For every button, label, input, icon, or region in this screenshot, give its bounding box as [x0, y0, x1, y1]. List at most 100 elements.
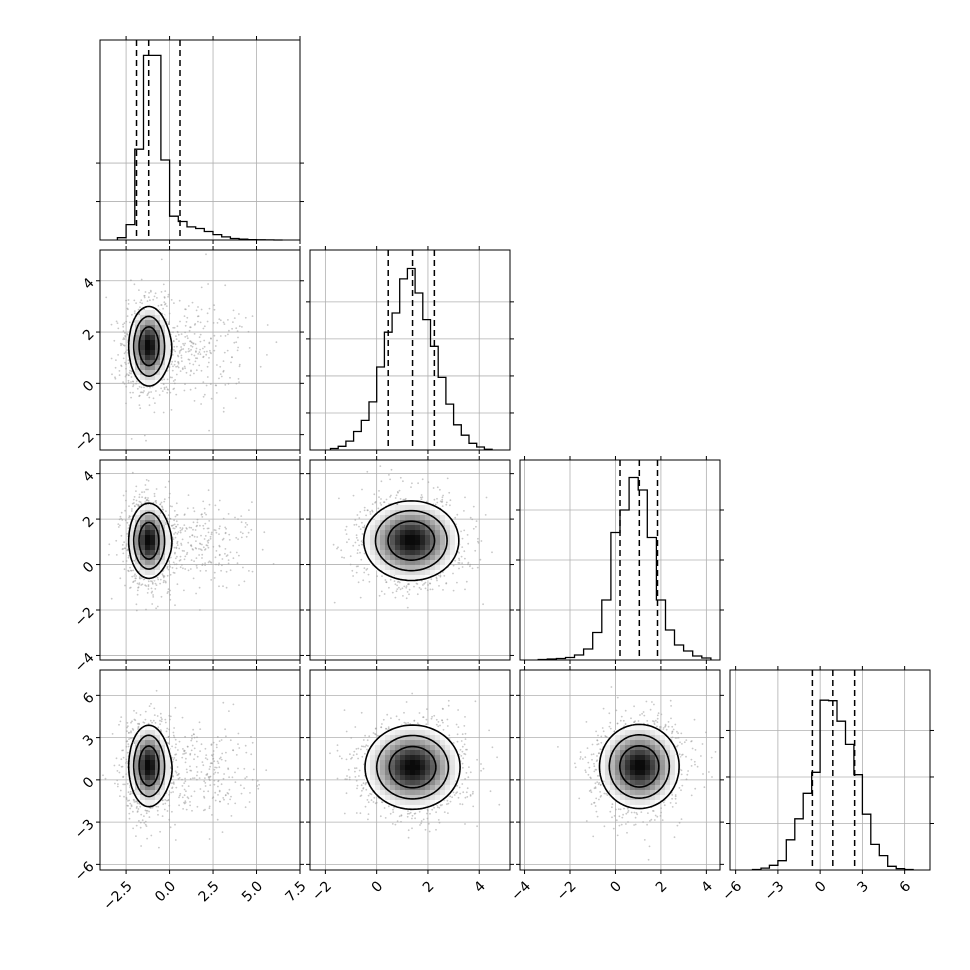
- scatter-point: [136, 387, 139, 390]
- scatter-point: [194, 343, 197, 346]
- density-cell: [155, 730, 161, 736]
- density-cell: [150, 375, 156, 381]
- density-cell: [135, 750, 141, 756]
- scatter-point: [192, 521, 195, 524]
- scatter-point: [173, 546, 176, 549]
- scatter-point: [129, 391, 132, 394]
- scatter-point: [221, 752, 224, 755]
- density-cell: [145, 540, 151, 546]
- density-cell: [150, 525, 156, 531]
- scatter-point: [218, 740, 221, 742]
- scatter-point: [157, 578, 160, 581]
- scatter-point: [160, 387, 163, 390]
- scatter-point: [210, 531, 213, 534]
- scatter-point: [215, 392, 218, 394]
- density-cell: [160, 535, 166, 541]
- scatter-point: [111, 733, 114, 735]
- scatter-point: [180, 346, 183, 348]
- scatter-point: [170, 363, 173, 365]
- density-cell: [130, 360, 136, 366]
- scatter-point: [133, 310, 136, 312]
- scatter-point: [232, 703, 235, 706]
- scatter-point: [126, 751, 129, 754]
- scatter-point: [172, 731, 175, 734]
- scatter-point: [195, 369, 198, 372]
- scatter-point: [202, 347, 204, 350]
- density-cell: [140, 380, 146, 386]
- scatter-point: [180, 357, 183, 359]
- scatter-point: [167, 389, 170, 391]
- density-cell: [145, 360, 151, 366]
- scatter-point: [209, 349, 211, 352]
- density-cell: [150, 785, 156, 791]
- scatter-point: [204, 562, 207, 564]
- scatter-point: [380, 590, 383, 593]
- scatter-point: [185, 808, 188, 811]
- scatter-point: [171, 810, 173, 813]
- scatter-point: [121, 548, 124, 551]
- scatter-point: [333, 601, 336, 604]
- density-cell: [140, 520, 146, 526]
- scatter-point: [179, 370, 182, 372]
- scatter-point: [237, 378, 240, 380]
- scatter-point: [177, 333, 180, 336]
- density-cell: [140, 365, 146, 371]
- scatter-point: [114, 366, 117, 369]
- scatter-point: [167, 568, 170, 571]
- density-cell: [145, 785, 151, 791]
- scatter-point: [202, 524, 205, 527]
- scatter-point: [171, 745, 174, 748]
- scatter-point: [215, 746, 218, 749]
- scatter-point: [151, 806, 154, 809]
- scatter-point: [120, 758, 123, 761]
- density-cell: [140, 745, 146, 751]
- scatter-point: [218, 527, 221, 530]
- scatter-point: [166, 727, 169, 730]
- scatter-point: [199, 543, 202, 545]
- scatter-point: [126, 533, 129, 535]
- scatter-point: [182, 748, 184, 750]
- scatter-point: [266, 324, 269, 326]
- scatter-point: [201, 553, 204, 556]
- density-cell: [145, 515, 151, 521]
- scatter-point: [248, 570, 250, 572]
- scatter-point: [191, 734, 193, 737]
- scatter-point: [230, 815, 233, 817]
- scatter-point: [116, 785, 119, 788]
- density-cell: [155, 345, 161, 351]
- scatter-point: [166, 810, 169, 812]
- scatter-point: [221, 564, 223, 567]
- scatter-point: [122, 325, 125, 328]
- scatter-point: [129, 569, 132, 572]
- density-cell: [145, 530, 151, 536]
- density-cell: [165, 770, 171, 776]
- scatter-point: [217, 794, 219, 796]
- density-cell: [140, 760, 146, 766]
- scatter-point: [123, 795, 125, 798]
- scatter-point: [227, 562, 230, 565]
- scatter-point: [208, 429, 211, 432]
- scatter-point: [175, 546, 178, 549]
- density-cell: [135, 770, 141, 776]
- scatter-point: [120, 517, 122, 520]
- scatter-point: [207, 531, 210, 534]
- scatter-point: [125, 363, 127, 365]
- contour-line: [138, 745, 160, 787]
- density-cell: [155, 510, 161, 516]
- density-cell: [150, 545, 156, 551]
- scatter-point: [126, 722, 129, 724]
- scatter-point: [207, 489, 210, 492]
- scatter-point: [337, 546, 339, 549]
- density-cell: [140, 340, 146, 346]
- scatter-point: [174, 604, 176, 607]
- scatter-point: [214, 345, 217, 347]
- scatter-point: [189, 388, 192, 391]
- scatter-point: [199, 609, 201, 611]
- scatter-point: [115, 554, 118, 556]
- scatter-point: [192, 342, 195, 345]
- scatter-point: [126, 333, 129, 336]
- scatter-point: [175, 743, 177, 746]
- density-cell: [140, 565, 146, 571]
- scatter-point: [156, 576, 159, 579]
- scatter-point: [399, 498, 402, 500]
